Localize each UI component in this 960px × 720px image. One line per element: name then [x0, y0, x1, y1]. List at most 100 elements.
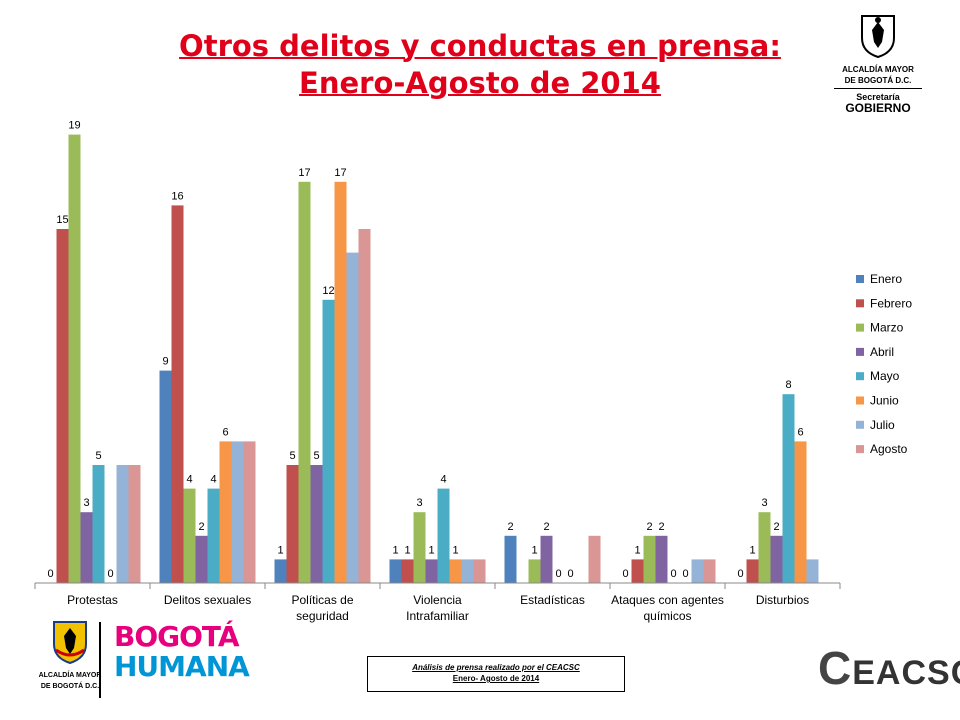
- bar-enero-4: [504, 535, 517, 583]
- legend-swatch-junio: [856, 396, 864, 405]
- slide-title: Otros delitos y conductas en prensa: Ene…: [120, 28, 840, 102]
- bar-junio-1: [219, 441, 232, 583]
- logo-separator: [99, 622, 101, 698]
- legend-swatch-marzo: [856, 323, 864, 332]
- data-label: 8: [785, 379, 791, 391]
- alcaldia-gobierno-logo: ALCALDÍA MAYOR DE BOGOTÁ D.C. Secretaría…: [828, 14, 928, 115]
- data-label: 4: [440, 474, 446, 486]
- bar-julio-6: [806, 559, 819, 583]
- bogota-humana-logo: BOGOTÁ HUMANA: [114, 620, 250, 698]
- data-label: 1: [392, 544, 398, 556]
- bar-mayo-0: [92, 465, 105, 583]
- source-note-line-2: Enero- Agosto de 2014: [452, 674, 540, 683]
- bar-marzo-0: [68, 134, 81, 583]
- bar-enero-3: [389, 559, 402, 583]
- data-label: 17: [334, 167, 346, 179]
- data-label: 9: [162, 356, 168, 368]
- bar-mayo-1: [207, 488, 220, 583]
- title-line-2: Enero-Agosto de 2014: [299, 66, 661, 100]
- bar-febrero-1: [171, 205, 184, 583]
- data-label: 0: [622, 568, 628, 580]
- alcaldia-line-2: DE BOGOTÁ D.C.: [844, 76, 912, 85]
- data-label: 2: [773, 521, 779, 533]
- category-label: Intrafamiliar: [406, 609, 469, 623]
- bar-agosto-3: [473, 559, 486, 583]
- category-label: Disturbios: [756, 593, 809, 607]
- bar-julio-0: [116, 465, 129, 583]
- category-label: Estadísticas: [520, 593, 585, 607]
- data-label: 19: [68, 120, 80, 132]
- legend-swatch-julio: [856, 420, 864, 429]
- legend-label-febrero: Febrero: [870, 296, 912, 310]
- bar-abril-6: [770, 535, 783, 583]
- bar-febrero-5: [631, 559, 644, 583]
- data-label: 5: [289, 450, 295, 462]
- bar-marzo-2: [298, 181, 311, 584]
- legend-label-mayo: Mayo: [870, 369, 900, 383]
- bar-agosto-2: [358, 229, 371, 583]
- data-label: 1: [277, 544, 283, 556]
- data-label: 0: [670, 568, 676, 580]
- category-label: Protestas: [67, 593, 118, 607]
- bar-junio-6: [794, 441, 807, 583]
- category-label: Ataques con agentes: [611, 593, 724, 607]
- bar-marzo-5: [643, 535, 656, 583]
- data-label: 6: [797, 426, 803, 438]
- data-label: 3: [761, 497, 767, 509]
- alcaldia-bogota-logo: ALCALDÍA MAYOR DE BOGOTÁ D.C.: [30, 620, 110, 702]
- data-label: 3: [83, 497, 89, 509]
- data-label: 4: [186, 474, 192, 486]
- bar-mayo-3: [437, 488, 450, 583]
- bar-mayo-6: [782, 394, 795, 583]
- category-label: Políticas de: [291, 593, 353, 607]
- bar-marzo-3: [413, 512, 426, 583]
- legend-label-abril: Abril: [870, 345, 894, 359]
- bogota-wordmark: BOGOTÁ: [114, 620, 240, 653]
- bar-abril-0: [80, 512, 93, 583]
- data-label: 1: [428, 544, 434, 556]
- legend-label-marzo: Marzo: [870, 321, 904, 335]
- data-label: 1: [531, 544, 537, 556]
- bar-enero-1: [159, 370, 172, 583]
- title-line-1: Otros delitos y conductas en prensa:: [179, 29, 781, 63]
- data-label: 1: [749, 544, 755, 556]
- bar-febrero-3: [401, 559, 414, 583]
- data-label: 0: [567, 568, 573, 580]
- bar-agosto-0: [128, 465, 141, 583]
- data-label: 0: [682, 568, 688, 580]
- source-note: Análisis de prensa realizado por el CEAC…: [367, 656, 625, 692]
- bar-marzo-4: [528, 559, 541, 583]
- bar-agosto-5: [703, 559, 716, 583]
- coat-of-arms-icon: [861, 15, 895, 59]
- bar-abril-1: [195, 535, 208, 583]
- legend-label-agosto: Agosto: [870, 442, 908, 456]
- bar-febrero-6: [746, 559, 759, 583]
- bar-junio-3: [449, 559, 462, 583]
- legend-label-junio: Junio: [870, 394, 899, 408]
- data-label: 5: [313, 450, 319, 462]
- bar-marzo-1: [183, 488, 196, 583]
- data-label: 2: [658, 521, 664, 533]
- logo-divider: [834, 88, 922, 89]
- data-label: 4: [210, 474, 216, 486]
- data-label: 17: [298, 167, 310, 179]
- legend-swatch-febrero: [856, 299, 864, 308]
- bar-agosto-1: [243, 441, 256, 583]
- category-label: seguridad: [296, 609, 349, 623]
- data-label: 2: [543, 521, 549, 533]
- legend-swatch-abril: [856, 347, 864, 356]
- alcaldia-line-1: ALCALDÍA MAYOR: [842, 65, 914, 74]
- data-label: 2: [198, 521, 204, 533]
- legend-swatch-enero: [856, 275, 864, 283]
- legend-swatch-mayo: [856, 372, 864, 381]
- bar-julio-3: [461, 559, 474, 583]
- data-label: 1: [634, 544, 640, 556]
- data-label: 5: [95, 450, 101, 462]
- bar-agosto-4: [588, 535, 601, 583]
- humana-wordmark: HUMANA: [114, 650, 250, 683]
- coat-of-arms-icon: [53, 621, 87, 665]
- data-label: 1: [404, 544, 410, 556]
- bar-julio-5: [691, 559, 704, 583]
- data-label: 2: [507, 521, 513, 533]
